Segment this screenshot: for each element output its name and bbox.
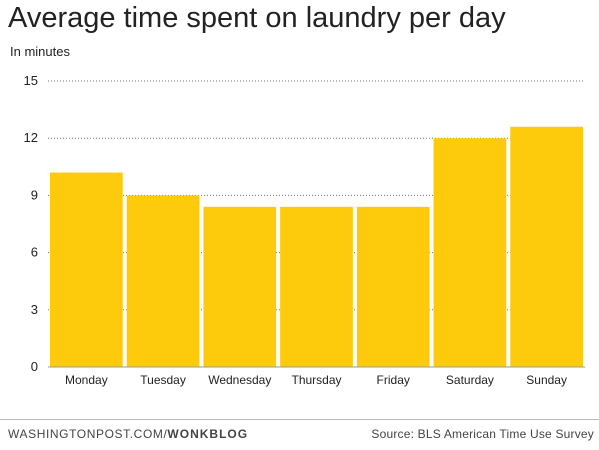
bar [50, 172, 123, 367]
y-tick-label: 6 [31, 245, 38, 260]
footer-source: Source: BLS American Time Use Survey [371, 427, 594, 441]
x-tick-label: Thursday [291, 373, 341, 387]
bar [203, 206, 277, 367]
x-tick-label: Wednesday [208, 373, 271, 387]
y-tick-label: 9 [31, 187, 38, 202]
x-tick-label: Monday [65, 373, 108, 387]
x-tick-label: Saturday [446, 373, 494, 387]
y-tick-label: 15 [24, 73, 38, 88]
bar [126, 195, 200, 367]
x-tick-label: Friday [377, 373, 410, 387]
bar-chart: 0 3 6 9 12 15 Monday Tuesday Wednesday Thursday Fr… [24, 73, 585, 387]
chart-title: Average time spent on laundry per day [8, 2, 506, 34]
x-tick-label: Sunday [526, 373, 567, 387]
bar [510, 126, 583, 367]
footer-section: WONKBLOG [167, 427, 249, 441]
footer-credit: WASHINGTONPOST.COM/WONKBLOG [8, 427, 248, 441]
bar [433, 138, 507, 367]
x-tick-label: Tuesday [140, 373, 186, 387]
footer-site: WASHINGTONPOST.COM/ [8, 427, 168, 441]
bar [280, 206, 353, 367]
y-tick-label: 0 [31, 359, 38, 374]
chart-subtitle: In minutes [10, 44, 70, 59]
footer-divider [0, 419, 599, 420]
y-tick-label: 12 [24, 130, 38, 145]
bar [356, 206, 430, 367]
y-tick-label: 3 [31, 302, 38, 317]
